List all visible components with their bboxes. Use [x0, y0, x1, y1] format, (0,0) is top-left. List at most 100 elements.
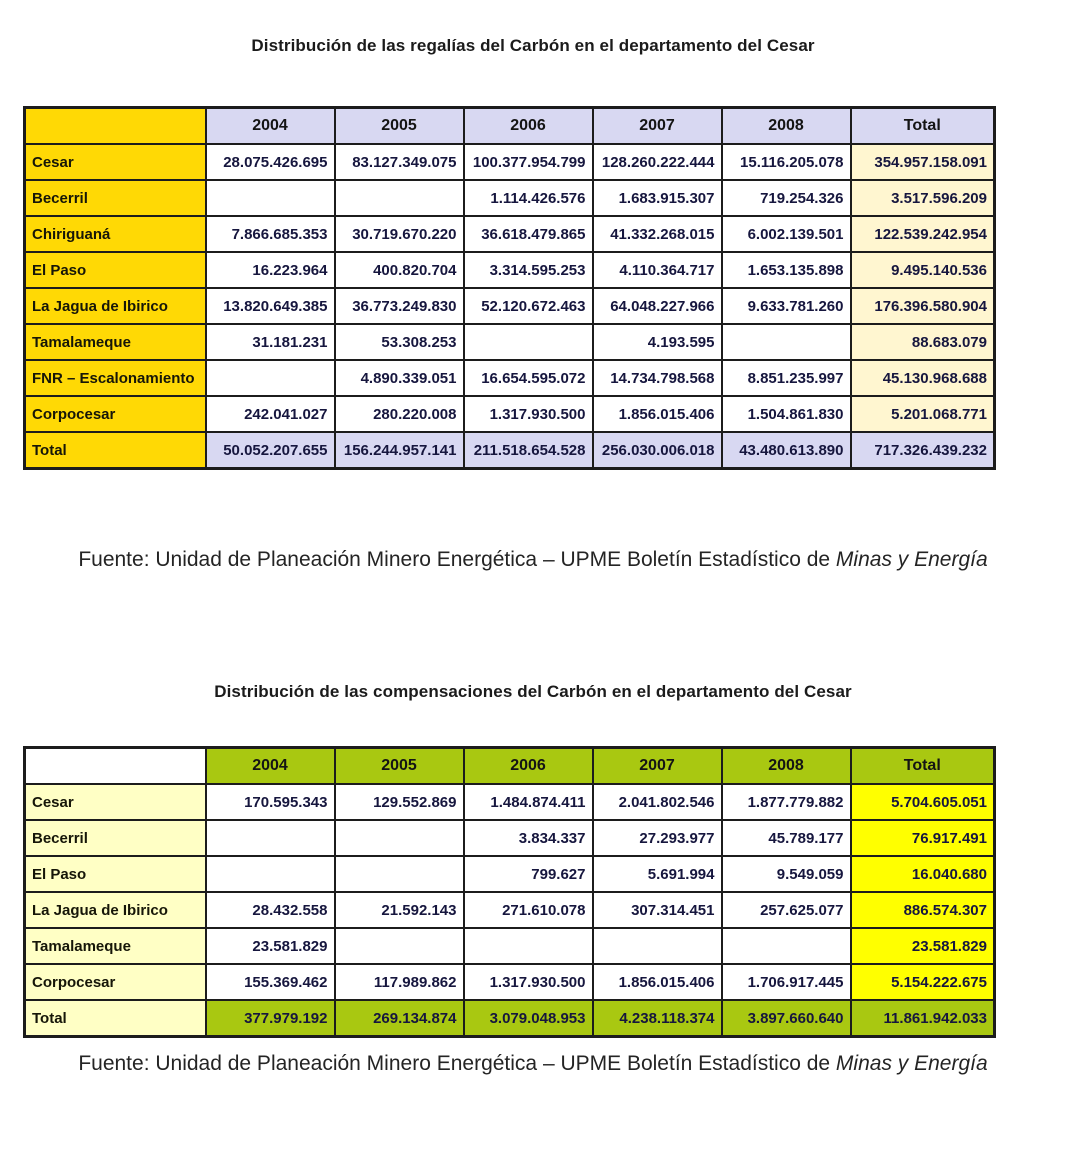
value-cell: 28.075.426.695	[204, 143, 336, 181]
table-row: Becerril 1.114.426.576 1.683.915.307 719.25…	[23, 179, 996, 217]
row-total-cell: 176.396.580.904	[849, 287, 996, 325]
row-label: La Jagua de Ibirico	[23, 891, 207, 929]
value-cell: 21.592.143	[333, 891, 465, 929]
value-cell: 52.120.672.463	[462, 287, 594, 325]
column-header-2004: 2004	[204, 106, 336, 145]
value-cell: 30.719.670.220	[333, 215, 465, 253]
corner-cell	[23, 746, 207, 785]
value-cell: 129.552.869	[333, 783, 465, 821]
column-header-2006: 2006	[462, 746, 594, 785]
total-value-cell: 269.134.874	[333, 999, 465, 1038]
table-row: Corpocesar 242.041.027 280.220.008 1.317.93…	[23, 395, 996, 433]
source-italic-text: Minas y Energía	[835, 548, 988, 571]
table-row: La Jagua de Ibirico 28.432.558 21.592.143 2…	[23, 891, 996, 929]
value-cell: 799.627	[462, 855, 594, 893]
value-cell: 9.549.059	[720, 855, 852, 893]
row-total-cell: 3.517.596.209	[849, 179, 996, 217]
total-row-label: Total	[23, 999, 207, 1038]
value-cell: 242.041.027	[204, 395, 336, 433]
total-value-cell: 156.244.957.141	[333, 431, 465, 470]
row-total-cell: 76.917.491	[849, 819, 996, 857]
value-cell: 719.254.326	[720, 179, 852, 217]
table-row: Cesar 28.075.426.695 83.127.349.075 100.377…	[23, 143, 996, 181]
row-total-cell: 5.201.068.771	[849, 395, 996, 433]
value-cell: 1.484.874.411	[462, 783, 594, 821]
regalias-table: 2004 2005 2006 2007 2008 Total Cesar 28.0…	[23, 106, 996, 470]
row-label: Chiriguaná	[23, 215, 207, 253]
column-header-2008: 2008	[720, 106, 852, 145]
value-cell: 3.834.337	[462, 819, 594, 857]
value-cell: 31.181.231	[204, 323, 336, 361]
row-label: Corpocesar	[23, 963, 207, 1001]
source-text: Fuente: Unidad de Planeación Minero Ener…	[78, 548, 836, 571]
value-cell: 1.114.426.576	[462, 179, 594, 217]
value-cell: 3.314.595.253	[462, 251, 594, 289]
value-cell: 16.654.595.072	[462, 359, 594, 397]
table-total-row: Total 50.052.207.655 156.244.957.141 211.51…	[23, 431, 996, 470]
value-cell: 1.856.015.406	[591, 963, 723, 1001]
value-cell: 307.314.451	[591, 891, 723, 929]
table-row: Tamalameque 23.581.829 23.581.829	[23, 927, 996, 965]
total-value-cell: 3.079.048.953	[462, 999, 594, 1038]
row-total-cell: 122.539.242.954	[849, 215, 996, 253]
row-label: Corpocesar	[23, 395, 207, 433]
value-cell: 280.220.008	[333, 395, 465, 433]
value-cell: 128.260.222.444	[591, 143, 723, 181]
row-label: Cesar	[23, 783, 207, 821]
value-cell: 36.618.479.865	[462, 215, 594, 253]
column-header-total: Total	[849, 746, 996, 785]
value-cell: 16.223.964	[204, 251, 336, 289]
corner-cell	[23, 106, 207, 145]
column-header-2005: 2005	[333, 746, 465, 785]
value-cell: 28.432.558	[204, 891, 336, 929]
value-cell	[591, 927, 723, 965]
value-cell: 100.377.954.799	[462, 143, 594, 181]
value-cell: 1.317.930.500	[462, 395, 594, 433]
row-label: Becerril	[23, 819, 207, 857]
table-row: Corpocesar 155.369.462 117.989.862 1.317.93…	[23, 963, 996, 1001]
row-total-cell: 45.130.968.688	[849, 359, 996, 397]
row-total-cell: 16.040.680	[849, 855, 996, 893]
value-cell: 9.633.781.260	[720, 287, 852, 325]
value-cell	[462, 927, 594, 965]
source-text: Fuente: Unidad de Planeación Minero Ener…	[78, 1052, 836, 1075]
table-row: Chiriguaná 7.866.685.353 30.719.670.220 36.…	[23, 215, 996, 253]
value-cell: 36.773.249.830	[333, 287, 465, 325]
value-cell: 1.683.915.307	[591, 179, 723, 217]
value-cell: 1.877.779.882	[720, 783, 852, 821]
total-row-label: Total	[23, 431, 207, 470]
value-cell	[720, 323, 852, 361]
column-header-2004: 2004	[204, 746, 336, 785]
compensaciones-table: 2004 2005 2006 2007 2008 Total Cesar 170.…	[23, 746, 996, 1038]
value-cell: 1.653.135.898	[720, 251, 852, 289]
value-cell: 83.127.349.075	[333, 143, 465, 181]
value-cell: 2.041.802.546	[591, 783, 723, 821]
value-cell: 27.293.977	[591, 819, 723, 857]
table2-title: Distribución de las compensaciones del C…	[214, 682, 852, 701]
source-note: Fuente: Unidad de Planeación Minero Ener…	[0, 470, 1066, 572]
value-cell: 14.734.798.568	[591, 359, 723, 397]
row-label: FNR – Escalonamiento	[23, 359, 207, 397]
row-total-cell: 354.957.158.091	[849, 143, 996, 181]
value-cell: 41.332.268.015	[591, 215, 723, 253]
total-value-cell: 717.326.439.232	[849, 431, 996, 470]
table-row: Becerril 3.834.337 27.293.977 45.789.177 76.…	[23, 819, 996, 857]
value-cell: 4.890.339.051	[333, 359, 465, 397]
column-header-2007: 2007	[591, 746, 723, 785]
value-cell: 4.193.595	[591, 323, 723, 361]
total-value-cell: 256.030.006.018	[591, 431, 723, 470]
row-total-cell: 5.154.222.675	[849, 963, 996, 1001]
row-total-cell: 88.683.079	[849, 323, 996, 361]
column-header-total: Total	[849, 106, 996, 145]
value-cell: 23.581.829	[204, 927, 336, 965]
total-value-cell: 11.861.942.033	[849, 999, 996, 1038]
value-cell: 155.369.462	[204, 963, 336, 1001]
value-cell	[333, 179, 465, 217]
value-cell	[333, 819, 465, 857]
table-total-row: Total 377.979.192 269.134.874 3.079.048.953…	[23, 999, 996, 1038]
value-cell	[204, 855, 336, 893]
source-note: Fuente: Unidad de Planeación Minero Ener…	[0, 1038, 1066, 1116]
column-header-2008: 2008	[720, 746, 852, 785]
row-label: Tamalameque	[23, 927, 207, 965]
value-cell: 271.610.078	[462, 891, 594, 929]
